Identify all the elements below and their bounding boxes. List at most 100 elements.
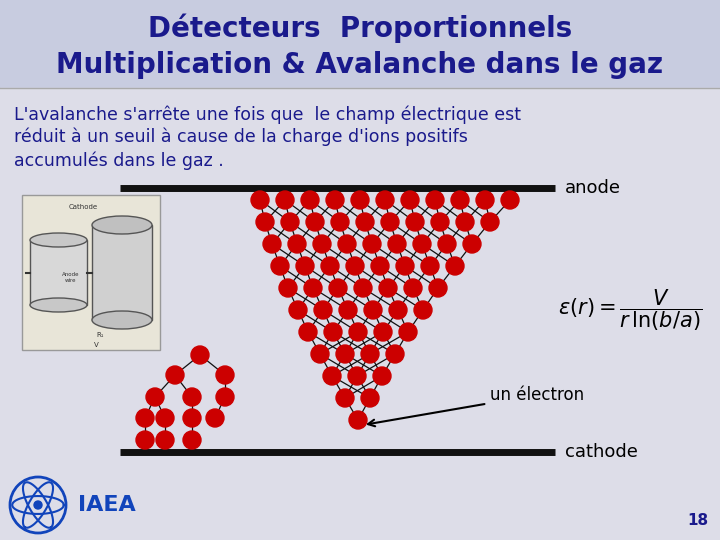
Circle shape [251,191,269,209]
Circle shape [191,346,209,364]
Circle shape [136,431,154,449]
Circle shape [34,501,42,509]
Circle shape [304,279,322,297]
Circle shape [156,431,174,449]
Circle shape [271,257,289,275]
Circle shape [373,367,391,385]
Circle shape [336,389,354,407]
Circle shape [396,257,414,275]
Circle shape [156,409,174,427]
Circle shape [216,388,234,406]
Circle shape [313,235,331,253]
Circle shape [216,366,234,384]
Circle shape [374,323,392,341]
Circle shape [431,213,449,231]
Bar [0,0,720,88]
Circle shape [166,366,184,384]
Ellipse shape [30,233,87,247]
Circle shape [351,191,369,209]
Circle shape [183,409,201,427]
Circle shape [386,345,404,363]
Circle shape [413,235,431,253]
Circle shape [323,367,341,385]
Text: un électron: un électron [368,386,584,426]
Circle shape [289,301,307,319]
Circle shape [389,301,407,319]
Circle shape [348,367,366,385]
Circle shape [183,431,201,449]
Circle shape [183,388,201,406]
Circle shape [399,323,417,341]
Circle shape [296,257,314,275]
Circle shape [381,213,399,231]
Circle shape [336,345,354,363]
Circle shape [331,213,349,231]
Circle shape [456,213,474,231]
Text: R₁: R₁ [96,332,104,338]
Circle shape [346,257,364,275]
Circle shape [299,323,317,341]
Text: 18: 18 [687,513,708,528]
Ellipse shape [30,298,87,312]
Text: V: V [94,342,99,348]
Circle shape [463,235,481,253]
Circle shape [306,213,324,231]
Circle shape [446,257,464,275]
Circle shape [326,191,344,209]
Circle shape [314,301,332,319]
Circle shape [301,191,319,209]
Text: L'avalanche s'arrête une fois que  le champ électrique est: L'avalanche s'arrête une fois que le cha… [14,105,521,124]
Circle shape [379,279,397,297]
Ellipse shape [92,311,152,329]
Text: Détecteurs  Proportionnels: Détecteurs Proportionnels [148,14,572,43]
Circle shape [349,411,367,429]
Circle shape [388,235,406,253]
Circle shape [361,345,379,363]
Circle shape [406,213,424,231]
Circle shape [338,235,356,253]
Circle shape [481,213,499,231]
Text: $\varepsilon(r) = \dfrac{V}{r\,\ln(b/a)}$: $\varepsilon(r) = \dfrac{V}{r\,\ln(b/a)}… [558,287,702,333]
Circle shape [329,279,347,297]
Bar [92,225,152,320]
Circle shape [354,279,372,297]
Circle shape [276,191,294,209]
Text: IAEA: IAEA [78,495,136,515]
Circle shape [279,279,297,297]
Circle shape [401,191,419,209]
Circle shape [371,257,389,275]
Bar [30,240,87,305]
Circle shape [414,301,432,319]
Text: réduit à un seuil à cause de la charge d'ions positifs: réduit à un seuil à cause de la charge d… [14,128,468,146]
Text: Cathode: Cathode [68,204,98,210]
Circle shape [321,257,339,275]
Text: Anode
wire: Anode wire [62,272,80,283]
Circle shape [361,389,379,407]
Circle shape [288,235,306,253]
Circle shape [146,388,164,406]
Circle shape [324,323,342,341]
Circle shape [421,257,439,275]
Text: anode: anode [565,179,621,197]
Ellipse shape [92,216,152,234]
Circle shape [451,191,469,209]
Circle shape [349,323,367,341]
Text: accumulés dans le gaz .: accumulés dans le gaz . [14,151,224,170]
Circle shape [363,235,381,253]
Circle shape [206,409,224,427]
Circle shape [429,279,447,297]
Circle shape [476,191,494,209]
Circle shape [311,345,329,363]
Circle shape [136,409,154,427]
Circle shape [339,301,357,319]
Circle shape [438,235,456,253]
Circle shape [281,213,299,231]
Circle shape [256,213,274,231]
Text: cathode: cathode [565,443,638,461]
Bar [22,195,160,350]
Bar [0,88,720,540]
Text: Multiplication & Avalanche dans le gaz: Multiplication & Avalanche dans le gaz [56,51,664,79]
Circle shape [356,213,374,231]
Circle shape [263,235,281,253]
Circle shape [364,301,382,319]
